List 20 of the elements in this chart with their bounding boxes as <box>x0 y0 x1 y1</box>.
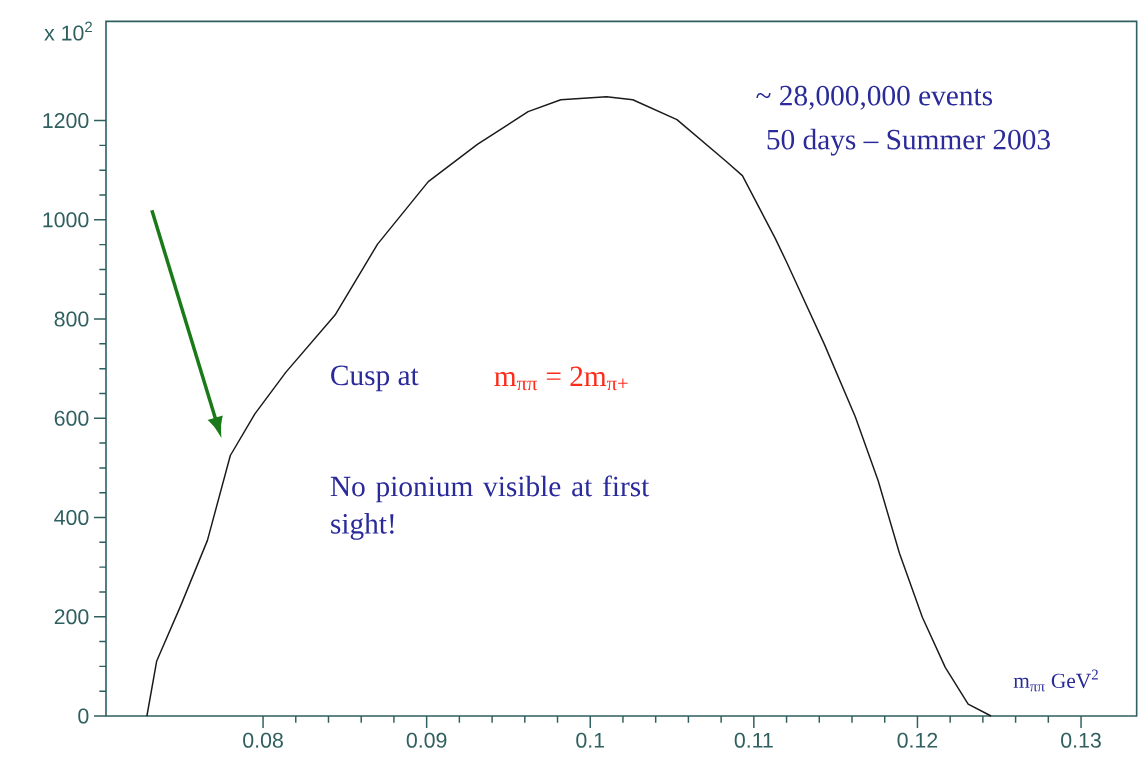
y-tick-label: 800 <box>54 311 89 327</box>
y-tick-label: 200 <box>54 609 89 625</box>
y-tick-label: 400 <box>54 509 89 526</box>
x-axis-title: m$_{ππ}$ GeV$^{2}$ <box>1013 669 1098 692</box>
annotation: ~ 28,000,000 events <box>756 85 993 110</box>
y-tick-label: 1200 <box>43 113 89 129</box>
y-tick-label: 600 <box>54 410 89 426</box>
annotation: Cusp at <box>331 365 419 392</box>
annotation: 50 days – Summer 2003 <box>767 128 1050 156</box>
x-tick-label: 0.13 <box>1061 732 1101 748</box>
y-tick-label: 1000 <box>43 212 89 228</box>
y-axis-title: x 10$^{2}$ <box>44 21 92 41</box>
x-tick-label: 0.08 <box>243 732 283 748</box>
x-tick-label: 0.11 <box>734 732 773 748</box>
x-tick-label: 0.1 <box>576 732 605 748</box>
y-tick-label: 0 <box>78 708 89 724</box>
annotation: No pionium visible at first sight! <box>330 475 650 540</box>
annotation: m$_{ππ}$ = 2m$_{π+}$ <box>494 366 628 391</box>
x-tick-label: 0.09 <box>406 732 447 748</box>
x-tick-label: 0.12 <box>897 732 938 748</box>
